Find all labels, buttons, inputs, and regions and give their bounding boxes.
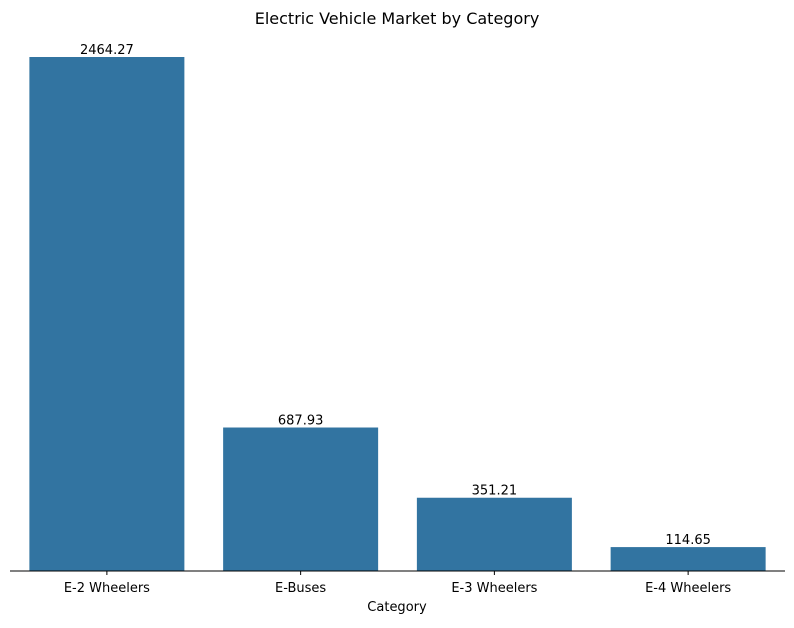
bar-0: [29, 57, 185, 571]
x-tick-label-2: E-3 Wheelers: [451, 581, 537, 596]
bar-2: [416, 497, 572, 571]
chart-title: Electric Vehicle Market by Category: [255, 9, 540, 28]
value-label-1: 687.93: [278, 414, 324, 429]
x-tick-label-0: E-2 Wheelers: [64, 581, 150, 596]
value-labels-group: 2464.27 687.93 351.21 114.65: [80, 43, 711, 548]
x-tick-label-1: E-Buses: [275, 581, 326, 596]
bar-3: [610, 547, 766, 571]
bars-group: [29, 57, 766, 571]
x-ticks-group: E-2 Wheelers E-Buses E-3 Wheelers E-4 Wheel…: [64, 571, 731, 596]
bar-1: [223, 427, 379, 571]
x-axis-label: Category: [367, 600, 427, 615]
value-label-2: 351.21: [472, 484, 518, 499]
value-label-3: 114.65: [665, 533, 711, 548]
x-tick-label-3: E-4 Wheelers: [645, 581, 731, 596]
value-label-0: 2464.27: [80, 43, 134, 58]
